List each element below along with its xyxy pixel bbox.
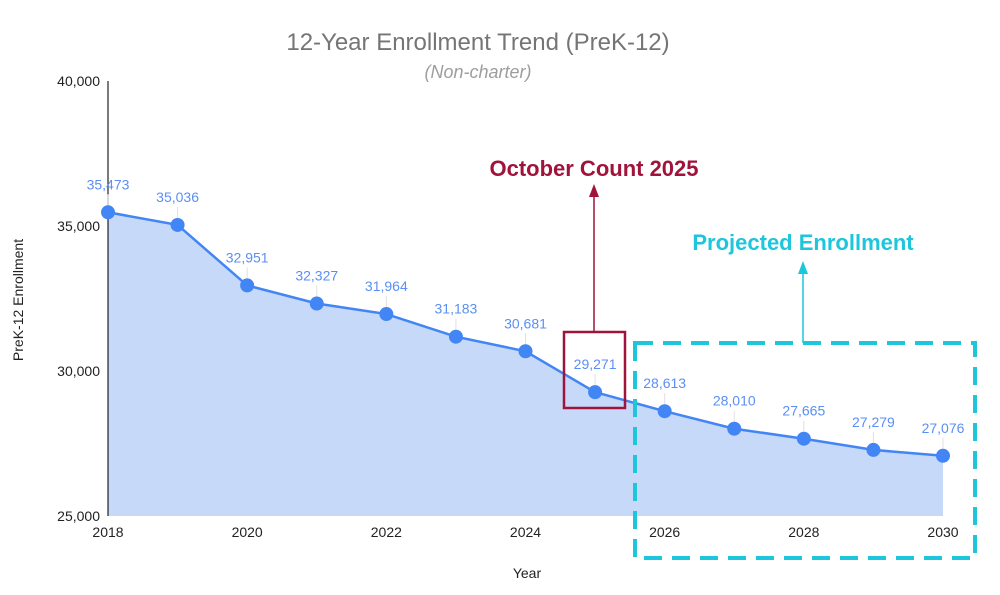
data-point <box>657 404 672 419</box>
data-point <box>309 296 324 311</box>
y-tick-label: 35,000 <box>57 218 100 234</box>
y-tick-label: 40,000 <box>57 73 100 89</box>
october-arrow-head <box>589 184 599 197</box>
data-point <box>170 217 185 232</box>
data-label: 27,279 <box>852 414 895 430</box>
projected-enrollment-annotation: Projected Enrollment <box>692 230 914 255</box>
data-label: 30,681 <box>504 315 547 331</box>
data-point <box>240 278 255 293</box>
data-label: 35,036 <box>156 189 199 205</box>
data-point <box>796 431 811 446</box>
projected-highlight-box <box>633 341 977 560</box>
data-label: 32,327 <box>295 268 338 284</box>
data-label: 27,076 <box>922 420 965 436</box>
october-count-annotation: October Count 2025 <box>489 156 698 181</box>
data-point <box>101 205 115 220</box>
chart-subtitle: (Non-charter) <box>424 62 531 82</box>
data-point <box>727 421 742 436</box>
x-tick-label: 2020 <box>232 524 263 540</box>
x-tick-label: 2026 <box>649 524 680 540</box>
area-fill <box>108 212 943 516</box>
data-point <box>936 448 950 463</box>
data-label: 31,964 <box>365 278 408 294</box>
data-label: 32,951 <box>226 249 269 265</box>
y-tick-label: 25,000 <box>57 508 100 524</box>
y-tick-label: 30,000 <box>57 363 100 379</box>
x-tick-label: 2018 <box>92 524 123 540</box>
data-point <box>588 385 603 400</box>
projected-arrow-head <box>798 261 808 274</box>
data-point <box>448 329 463 344</box>
plot-area: 25,000 30,000 35,000 40,000 2018 2020 2022 2024… <box>57 73 964 540</box>
x-tick-label: 2022 <box>371 524 402 540</box>
data-point <box>866 442 881 457</box>
chart-title: 12-Year Enrollment Trend (PreK-12) <box>286 29 669 56</box>
x-tick-label: 2024 <box>510 524 541 540</box>
x-axis-label: Year <box>513 565 542 581</box>
data-label: 28,010 <box>713 393 756 409</box>
data-label: 29,271 <box>574 356 617 372</box>
y-axis-label: PreK-12 Enrollment <box>10 239 26 361</box>
data-label: 35,473 <box>87 176 130 192</box>
x-tick-label: 2028 <box>788 524 819 540</box>
data-label: 31,183 <box>435 301 478 317</box>
data-label: 27,665 <box>782 403 825 419</box>
data-point <box>518 344 533 359</box>
data-point <box>379 307 394 322</box>
x-tick-label: 2030 <box>927 524 958 540</box>
data-label: 28,613 <box>643 375 686 391</box>
